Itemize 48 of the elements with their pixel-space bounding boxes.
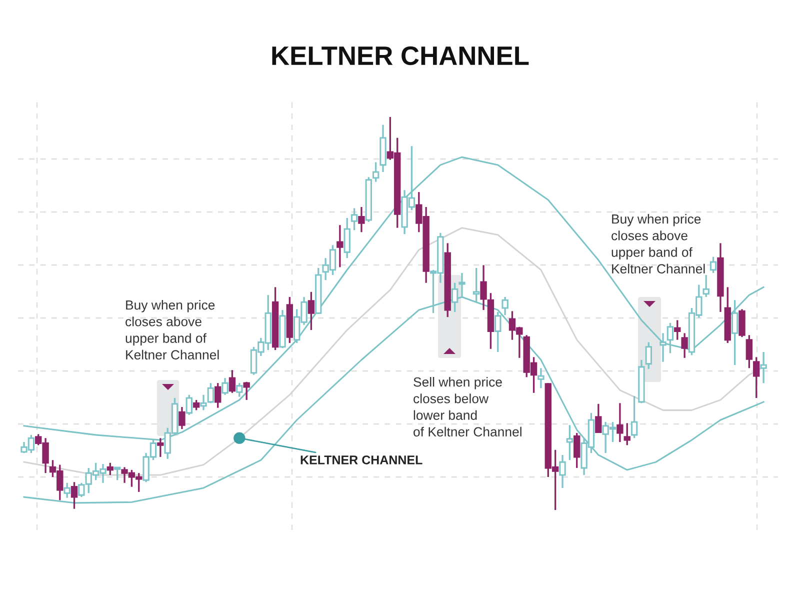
candlestick <box>666 322 674 354</box>
candlestick <box>702 274 710 298</box>
candlestick <box>731 299 738 366</box>
candlestick <box>207 382 214 404</box>
candlestick <box>106 462 114 476</box>
candlestick <box>566 424 574 461</box>
candlestick <box>645 341 652 370</box>
annotation: Buy when price closes above upper band of Keltner Channel <box>126 300 219 360</box>
candlestick <box>660 332 666 363</box>
candlestick <box>222 377 228 396</box>
candlestick <box>178 406 186 430</box>
candlestick <box>624 422 630 446</box>
candlestick <box>674 319 681 341</box>
candlestick <box>616 402 624 443</box>
candlestick <box>308 291 315 331</box>
candlestick <box>746 334 753 369</box>
candlestick <box>243 381 250 401</box>
candlestick <box>595 403 602 434</box>
candlestick <box>70 481 78 510</box>
candlestick <box>681 332 688 359</box>
candlestick <box>630 395 638 439</box>
candlestick <box>358 206 365 233</box>
candlestick <box>559 454 566 489</box>
candlestick <box>157 437 164 458</box>
candlestick <box>350 207 358 232</box>
candlestick <box>480 264 487 311</box>
candlestick <box>186 394 192 416</box>
candlestick <box>344 217 350 259</box>
candlestick <box>753 356 760 399</box>
candlestick <box>494 311 502 353</box>
candlestick <box>192 399 200 412</box>
annotation: KELTNER CHANNEL <box>300 456 422 464</box>
candlestick <box>214 382 222 409</box>
chart-title: KELTNER CHANNEL <box>272 46 529 66</box>
candlestick <box>710 256 717 274</box>
candlestick <box>200 394 207 412</box>
candlestick <box>64 482 70 499</box>
candlestick <box>738 308 746 338</box>
candlestick <box>336 224 344 268</box>
candlestick <box>538 367 544 390</box>
candlestick <box>228 369 236 394</box>
annotation: Sell when price closes below lower band of Keltner Channel <box>414 377 522 436</box>
candlestick <box>760 351 767 384</box>
annotation: Buy when price closes above upper band of Keltner Channel <box>612 214 705 274</box>
candlestick <box>236 382 243 398</box>
candlestick <box>372 161 380 183</box>
candlestick <box>114 466 121 481</box>
candlestick <box>574 432 580 469</box>
